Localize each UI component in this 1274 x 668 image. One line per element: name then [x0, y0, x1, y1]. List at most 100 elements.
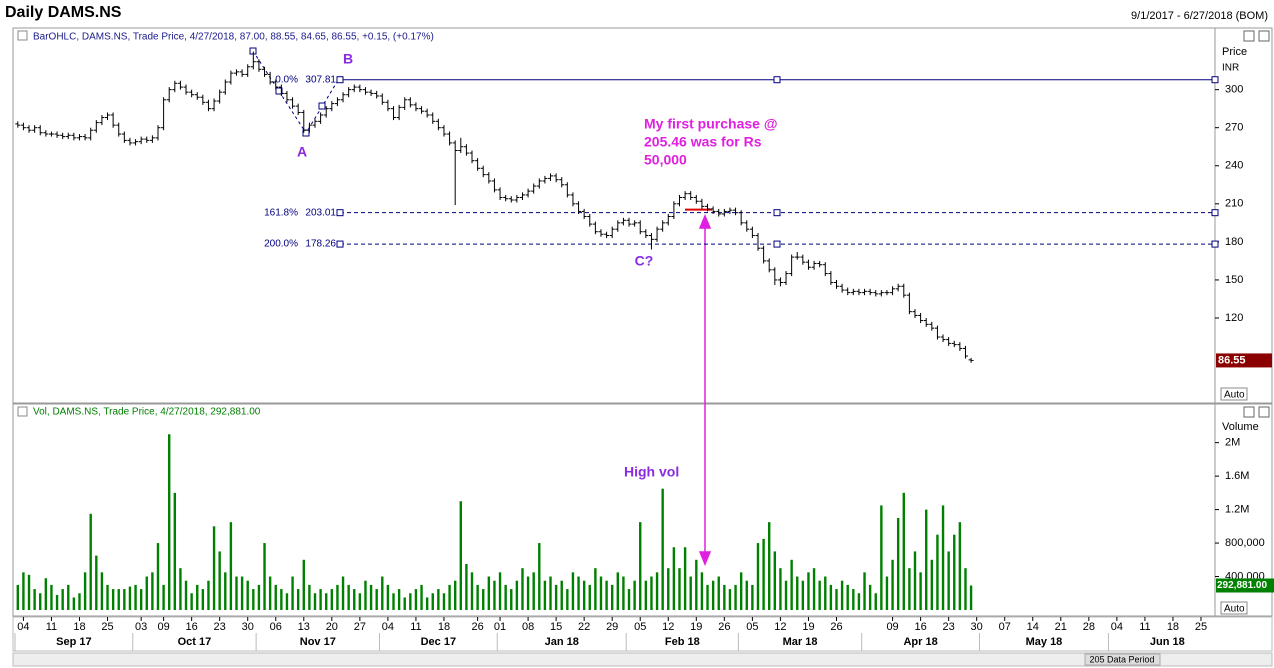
x-tick-label: 04: [17, 621, 29, 633]
volume-bar: [773, 551, 777, 610]
x-tick-label: 22: [578, 621, 590, 633]
volume-bar: [801, 580, 805, 610]
volume-bar: [325, 593, 328, 610]
volume-bar: [734, 584, 737, 610]
volume-bar: [291, 576, 294, 610]
volume-bar: [397, 589, 401, 610]
volume-bar: [577, 576, 580, 610]
close-button[interactable]: [1258, 30, 1270, 42]
wave-label: B: [343, 51, 353, 67]
auto-button[interactable]: [1220, 601, 1248, 615]
scrollbar[interactable]: [12, 652, 1273, 667]
auto-button[interactable]: [1220, 387, 1248, 401]
volume-bar: [78, 593, 81, 610]
annotation: High vol: [624, 464, 679, 480]
volume-bar: [896, 517, 900, 610]
volume-bar: [27, 574, 31, 610]
volume-bar: [605, 580, 608, 610]
volume-bar: [633, 580, 636, 610]
volume-bar: [493, 580, 496, 610]
volume-bar: [190, 593, 193, 610]
volume-bar: [392, 593, 395, 610]
volume-bar: [482, 589, 485, 610]
x-tick-label: 18: [73, 621, 85, 633]
x-tick-label: 11: [46, 621, 57, 633]
volume-bar: [145, 576, 148, 610]
volume-bar: [296, 589, 300, 610]
volume-bar: [700, 572, 704, 610]
month-label: Jun 18: [1150, 636, 1185, 648]
volume-bar: [437, 589, 440, 610]
volume-bar: [212, 526, 216, 610]
volume-bar: [824, 576, 827, 610]
maximize-button[interactable]: [1243, 406, 1255, 418]
volume-bar: [953, 534, 956, 610]
maximize-button[interactable]: [1243, 30, 1255, 42]
volume-bar: [313, 593, 317, 610]
scroll-thumb[interactable]: [1084, 653, 1161, 666]
volume-bar: [50, 584, 53, 610]
volume-bar: [582, 580, 586, 610]
volume-bar: [706, 584, 709, 610]
x-tick-label: 01: [494, 621, 506, 633]
volume-bar: [751, 584, 754, 610]
y-axis-unit: INR: [1222, 63, 1239, 74]
x-tick-label: 13: [298, 621, 310, 633]
volume-bar: [566, 589, 569, 610]
volume-bar: [538, 543, 541, 610]
fib-handle: [773, 240, 781, 248]
month-label: Nov 17: [300, 636, 336, 648]
volume-bar: [162, 584, 165, 610]
last-volume-label: 292,881.00: [1217, 580, 1267, 591]
fib-value-label: 307.81: [305, 74, 336, 85]
volume-bar: [880, 505, 883, 610]
month-label: Dec 17: [421, 636, 456, 648]
volume-bar: [358, 593, 362, 610]
volume-bar: [902, 492, 905, 610]
x-tick-label: 30: [242, 621, 254, 633]
x-tick-label: 08: [522, 621, 534, 633]
volume-bar: [829, 584, 833, 610]
last-price-label: 86.55: [1218, 354, 1246, 366]
volume-bar: [796, 576, 799, 610]
volume-bar: [560, 580, 563, 610]
volume-bar: [919, 572, 922, 610]
volume-bar: [863, 572, 866, 610]
x-axis-area: [12, 616, 1273, 652]
fib-handle: [773, 76, 781, 84]
fib-handle: [1211, 76, 1219, 84]
volume-bar: [852, 589, 855, 610]
volume-bar: [571, 572, 575, 610]
close-button[interactable]: [1258, 406, 1270, 418]
volume-bar: [835, 589, 838, 610]
volume-bar: [448, 584, 451, 610]
fib-handle: [773, 209, 781, 217]
volume-bar: [257, 584, 261, 610]
price-legend: BarOHLC, DAMS.NS, Trade Price, 4/27/2018…: [33, 32, 434, 43]
volume-bar: [958, 522, 962, 610]
volume-bar: [891, 559, 894, 610]
volume-bar: [874, 593, 877, 610]
x-tick-label: 23: [943, 621, 955, 633]
volume-bar: [39, 593, 42, 610]
month-label: May 18: [1026, 636, 1063, 648]
panel-icon[interactable]: [17, 30, 28, 41]
volume-bar: [930, 559, 934, 610]
fib-handle: [336, 240, 344, 248]
wave-point: [275, 87, 283, 95]
volume-bar: [745, 580, 748, 610]
volume-bar: [403, 597, 406, 610]
volume-bar: [319, 589, 322, 610]
volume-bar: [695, 559, 698, 610]
y-tick-label: 180: [1225, 236, 1243, 248]
y2-tick-label: 1.2M: [1225, 503, 1249, 515]
x-tick-label: 18: [1167, 621, 1179, 633]
x-tick-label: 15: [550, 621, 562, 633]
volume-bar: [532, 572, 535, 610]
panel-icon[interactable]: [17, 406, 28, 417]
x-tick-label: 03: [135, 621, 147, 633]
fib-value-label: 178.26: [305, 239, 336, 250]
x-tick-label: 18: [438, 621, 450, 633]
volume-bar: [723, 584, 726, 610]
volume-bar: [252, 589, 255, 610]
